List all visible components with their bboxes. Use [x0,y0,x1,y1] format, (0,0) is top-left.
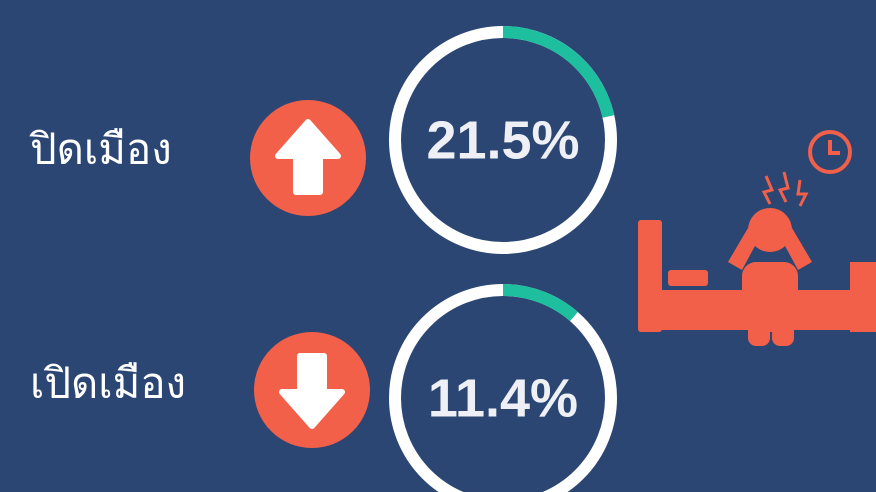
up-badge [250,100,366,216]
percent-label: 11.4% [428,368,578,428]
down-badge [254,332,370,448]
row-label: ปิดเมือง [29,125,172,174]
row-label: เปิดเมือง [30,359,186,408]
percent-label: 21.5% [426,110,579,170]
infographic: ปิดเมือง 21.5% เปิดเมือง 11.4% [0,0,876,492]
